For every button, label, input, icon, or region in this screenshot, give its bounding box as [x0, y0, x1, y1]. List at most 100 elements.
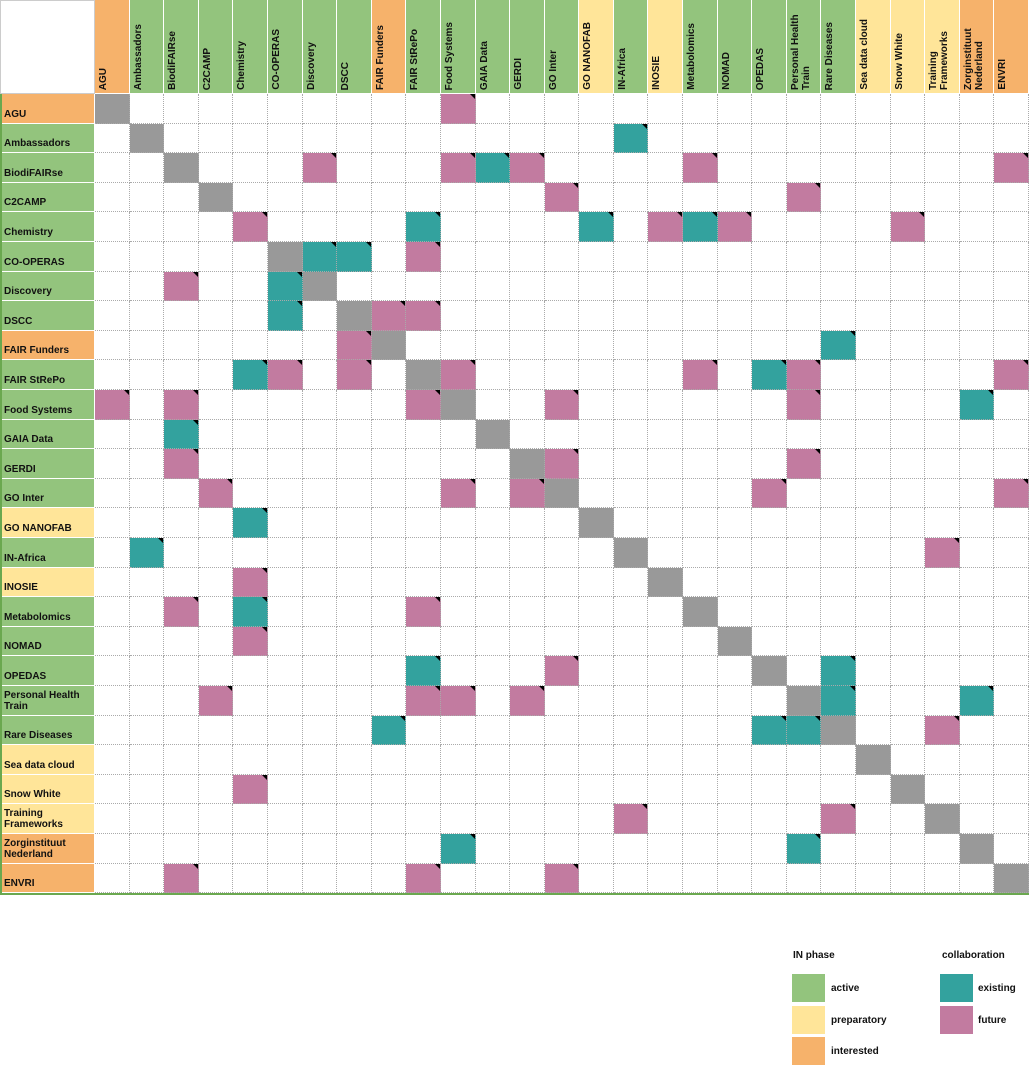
column-header: FAIR StRePo [406, 0, 441, 94]
empty-cell [302, 538, 338, 568]
empty-cell [717, 834, 753, 864]
column-label: GAIA Data [478, 40, 490, 90]
column-label: Sea data cloud [859, 19, 871, 90]
row-header: Chemistry [0, 212, 95, 242]
collaboration-cell [302, 242, 338, 272]
column-header: C2CAMP [198, 0, 234, 94]
empty-cell [475, 626, 511, 657]
legend-swatch [792, 1037, 825, 1065]
empty-cell [302, 449, 338, 479]
empty-cell [198, 508, 234, 538]
empty-cell [302, 863, 338, 894]
empty-cell [890, 745, 926, 775]
empty-cell [648, 538, 684, 568]
empty-cell [752, 330, 787, 361]
empty-cell [371, 863, 407, 894]
row-header: Metabolomics [0, 597, 95, 627]
empty-cell [267, 745, 303, 775]
empty-cell [683, 94, 718, 124]
row-header: Food Systems [0, 390, 95, 420]
empty-cell [579, 538, 614, 568]
empty-cell [925, 153, 960, 183]
empty-cell [475, 478, 511, 509]
empty-cell [164, 774, 199, 805]
empty-cell [613, 715, 649, 746]
empty-cell [821, 360, 857, 390]
empty-cell [752, 597, 787, 627]
collaboration-cell [164, 419, 199, 450]
column-label: Metabolomics [686, 23, 698, 90]
empty-cell [613, 360, 649, 390]
collaboration-cell [198, 478, 234, 509]
empty-cell [475, 597, 511, 627]
empty-cell [717, 538, 753, 568]
empty-cell [579, 153, 614, 183]
empty-cell [683, 834, 718, 864]
empty-cell [648, 123, 684, 154]
empty-cell [648, 478, 684, 509]
self-cell [267, 242, 303, 272]
empty-cell [164, 478, 199, 509]
empty-cell [302, 626, 338, 657]
row-header: Training Frameworks [0, 804, 95, 834]
empty-cell [752, 834, 787, 864]
empty-cell [717, 449, 753, 479]
empty-cell [337, 863, 372, 894]
row-header: BiodiFAIRse [0, 153, 95, 183]
empty-cell [648, 686, 684, 716]
empty-cell [371, 804, 407, 834]
empty-cell [337, 774, 372, 805]
empty-cell [959, 419, 995, 450]
empty-cell [267, 153, 303, 183]
legend-label: preparatory [831, 1014, 887, 1026]
empty-cell [579, 182, 614, 213]
collaboration-cell [440, 94, 476, 124]
empty-cell [890, 242, 926, 272]
empty-cell [233, 330, 268, 361]
empty-cell [406, 478, 441, 509]
row-label: Food Systems [4, 404, 73, 416]
column-header: CO-OPERAS [267, 0, 303, 94]
empty-cell [337, 656, 372, 686]
empty-cell [95, 656, 130, 686]
empty-cell [233, 182, 268, 213]
collaboration-cell [821, 686, 857, 716]
row-label: Personal Health Train [4, 689, 80, 712]
empty-cell [164, 360, 199, 390]
empty-cell [371, 745, 407, 775]
empty-cell [925, 656, 960, 686]
column-label: GO Inter [547, 49, 559, 90]
empty-cell [198, 626, 234, 657]
empty-cell [337, 626, 372, 657]
self-cell [544, 478, 580, 509]
empty-cell [890, 863, 926, 894]
empty-cell [302, 182, 338, 213]
empty-cell [994, 656, 1029, 686]
row-label: ENVRI [4, 878, 35, 890]
collaboration-cell [613, 804, 649, 834]
empty-cell [890, 508, 926, 538]
collaboration-cell [613, 123, 649, 154]
empty-cell [717, 774, 753, 805]
empty-cell [198, 153, 234, 183]
collaboration-cell [544, 449, 580, 479]
empty-cell [475, 863, 511, 894]
empty-cell [648, 330, 684, 361]
collaboration-cell [164, 390, 199, 420]
row-header: GO NANOFAB [0, 508, 95, 538]
empty-cell [267, 715, 303, 746]
empty-cell [648, 449, 684, 479]
empty-cell [267, 538, 303, 568]
empty-cell [959, 123, 995, 154]
collaboration-cell [337, 330, 372, 361]
column-header: AGU [95, 0, 130, 94]
empty-cell [613, 271, 649, 302]
empty-cell [683, 123, 718, 154]
empty-cell [337, 834, 372, 864]
empty-cell [579, 686, 614, 716]
self-cell [475, 419, 511, 450]
empty-cell [302, 212, 338, 242]
collaboration-cell [406, 301, 441, 331]
empty-cell [475, 834, 511, 864]
column-label: FAIR Funders [374, 24, 386, 90]
